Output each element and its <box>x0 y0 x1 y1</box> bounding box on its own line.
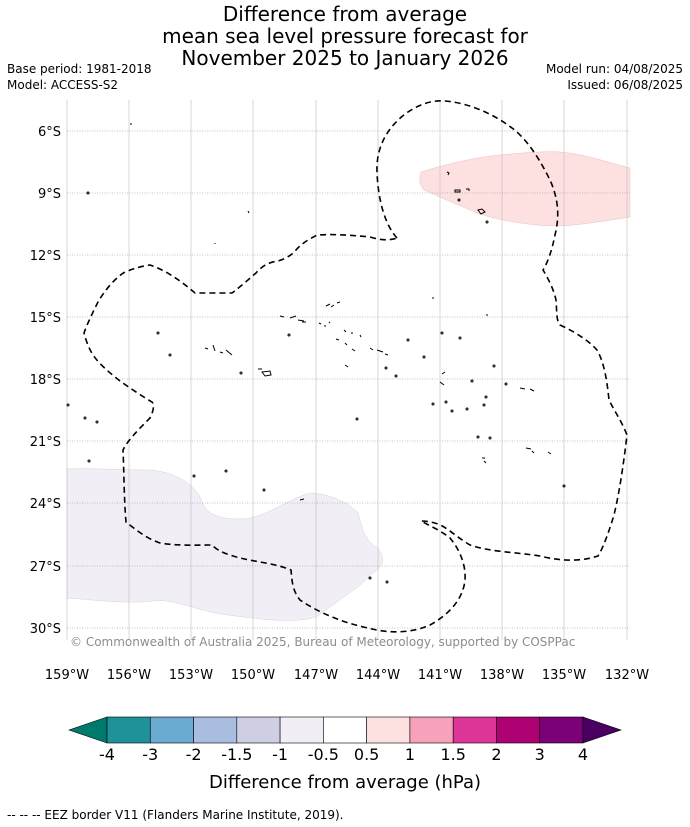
islands <box>66 123 566 584</box>
title-line-1: Difference from average <box>222 2 468 26</box>
lat-label-6s: 6°S <box>38 125 61 140</box>
lon-label-138w: 138°W <box>480 668 524 683</box>
lon-label-150w: 150°W <box>231 668 275 683</box>
title-line-3: November 2025 to January 2026 <box>181 46 509 70</box>
colorbar-tick-label: -0.5 <box>308 745 339 764</box>
lon-label-132w: 132°W <box>605 668 649 683</box>
model-run-label: Model run: 04/08/2025 <box>545 62 683 76</box>
issued-label: Issued: 06/08/2025 <box>567 78 683 92</box>
colorbar-tick-labels: -4 -3 -2 -1.5 -1 -0.5 0.5 1 1.5 2 3 4 <box>99 745 588 764</box>
lon-label-144w: 144°W <box>356 668 400 683</box>
colorbar-swatch <box>366 716 411 744</box>
negative-anomaly-south-west <box>66 468 383 621</box>
map-panel: © Commonwealth of Australia 2025, Bureau… <box>66 100 631 649</box>
longitude-grid <box>66 100 628 640</box>
lat-label-15s: 15°S <box>30 311 61 326</box>
lon-label-135w: 135°W <box>542 668 586 683</box>
colorbar-tick-label: 4 <box>578 745 588 764</box>
colorbar-swatch <box>193 716 238 744</box>
colorbar-swatches <box>68 716 622 744</box>
colorbar-swatch <box>323 716 367 744</box>
eez-footnote: -- -- -- EEZ border V11 (Flanders Marine… <box>7 808 344 822</box>
model-label: Model: ACCESS-S2 <box>7 78 119 92</box>
latitude-labels: 6°S 9°S 12°S 15°S 18°S 21°S 24°S 27°S 30… <box>30 125 61 637</box>
colorbar-swatch <box>106 716 151 744</box>
colorbar-tick-label: 1.5 <box>440 745 465 764</box>
colorbar-title: Difference from average (hPa) <box>209 772 481 793</box>
title-line-2: mean sea level pressure forecast for <box>162 24 528 48</box>
colorbar-tick-label: -3 <box>142 745 158 764</box>
positive-anomaly-north-east <box>419 151 631 227</box>
lat-label-27s: 27°S <box>30 560 61 575</box>
lat-label-30s: 30°S <box>30 622 61 637</box>
colorbar-swatch <box>409 716 454 744</box>
lon-label-141w: 141°W <box>418 668 462 683</box>
lat-label-18s: 18°S <box>30 373 61 388</box>
colorbar: -4 -3 -2 -1.5 -1 -0.5 0.5 1 1.5 2 3 4 Difference fr… <box>68 716 622 793</box>
colorbar-tick-label: -4 <box>99 745 115 764</box>
colorbar-swatch <box>539 716 584 744</box>
colorbar-tick-label: -1.5 <box>221 745 252 764</box>
colorbar-swatch <box>236 716 281 744</box>
colorbar-tick-label: 0.5 <box>354 745 379 764</box>
lon-label-147w: 147°W <box>294 668 338 683</box>
lon-label-159w: 159°W <box>45 668 89 683</box>
colorbar-tick-label: 3 <box>535 745 545 764</box>
colorbar-tick-label: -1 <box>272 745 288 764</box>
lat-label-9s: 9°S <box>38 187 61 202</box>
lon-label-153w: 153°W <box>169 668 213 683</box>
colorbar-extend-low <box>68 716 108 744</box>
colorbar-tick-label: -2 <box>186 745 202 764</box>
colorbar-swatch <box>452 716 497 744</box>
lat-label-24s: 24°S <box>30 497 61 512</box>
colorbar-swatch <box>149 716 194 744</box>
colorbar-tick-label: 2 <box>491 745 501 764</box>
lat-label-12s: 12°S <box>30 249 61 264</box>
colorbar-extend-high <box>582 716 622 744</box>
lat-label-21s: 21°S <box>30 435 61 450</box>
colorbar-tick-label: 1 <box>405 745 415 764</box>
longitude-labels: 159°W 156°W 153°W 150°W 147°W 144°W 141°… <box>45 668 649 683</box>
colorbar-swatch <box>279 716 324 744</box>
base-period-label: Base period: 1981-2018 <box>7 62 152 76</box>
lon-label-156w: 156°W <box>107 668 151 683</box>
copyright-notice: © Commonwealth of Australia 2025, Bureau… <box>70 635 575 649</box>
colorbar-swatch <box>496 716 541 744</box>
